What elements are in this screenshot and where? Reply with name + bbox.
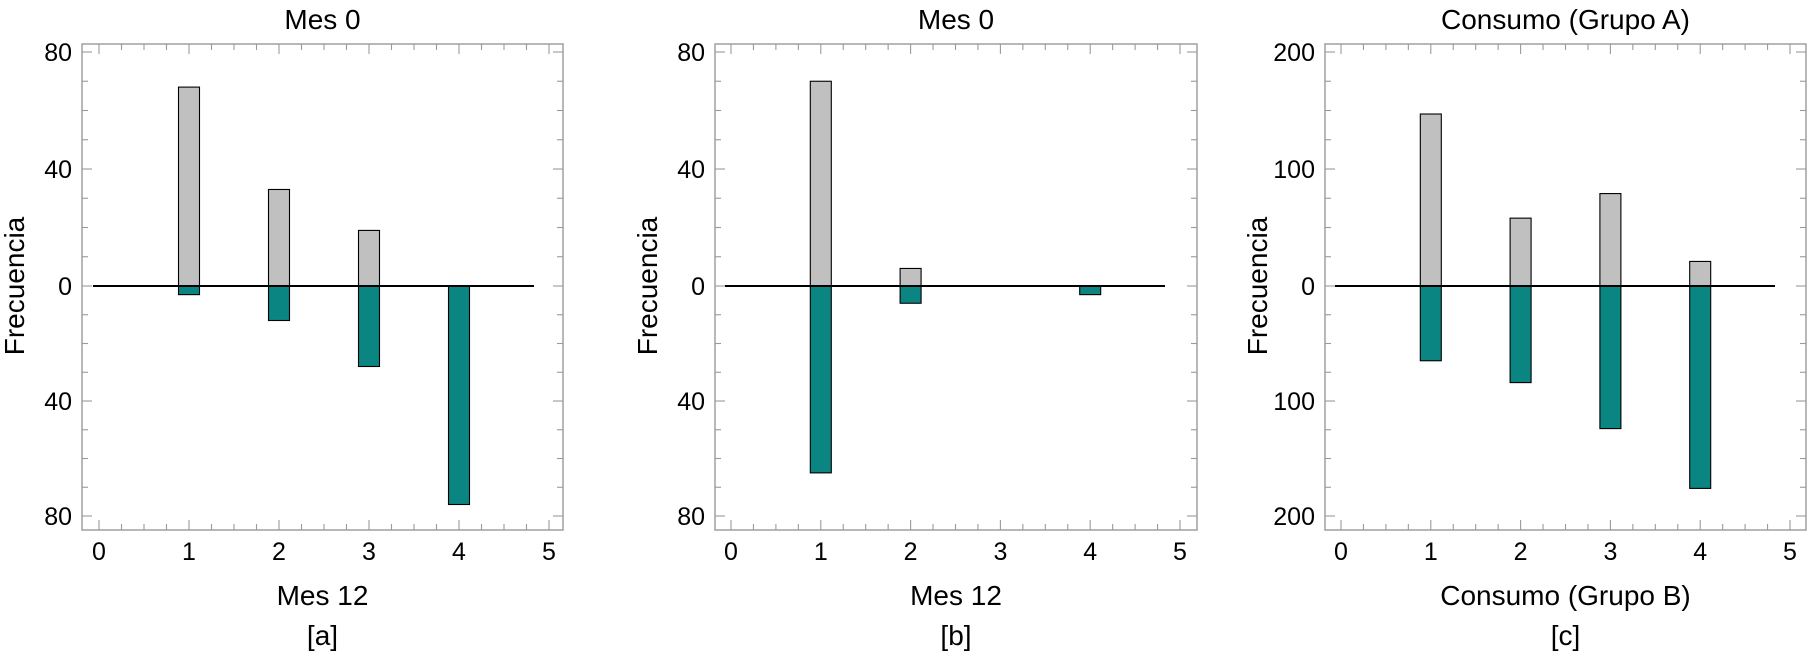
bar-bottom [177,285,201,296]
chart-title: Mes 0 [284,4,360,35]
y-axis-label: Frecuencia [1242,216,1273,355]
bar-bottom [809,285,832,474]
x-tick-label: 3 [1603,538,1617,566]
chart-panel-0: 80 40 0 40 80 0 1 2 3 4 5 Mes 0 Mes 12 [a] Frecuencia [0,4,564,651]
bar-bottom [899,285,922,304]
y-axis-label: Frecuencia [632,216,663,355]
bar-top [357,229,381,287]
chart-title: Consumo (Grupo A) [1441,4,1690,35]
x-tick-label: 2 [272,538,286,566]
chart-title: Mes 0 [918,4,994,35]
y-tick-label: 200 [1273,39,1315,67]
bar-top [267,188,291,287]
x-tick-label: 1 [1424,538,1438,566]
x-tick-label: 4 [452,538,466,566]
x-tick-label: 4 [1083,538,1097,566]
x-tick-label: 0 [1334,538,1348,566]
x-tick-label: 5 [1783,538,1797,566]
x-tick-label: 2 [1514,538,1528,566]
bar-bottom [357,285,381,368]
bar-bottom [1509,285,1532,384]
y-tick-label: 100 [1273,388,1315,416]
y-tick-label: 0 [58,273,72,301]
panel-label: [a] [307,620,338,651]
bar-bottom [1599,285,1622,430]
x-tick-label: 2 [904,538,918,566]
y-tick-label: 80 [44,39,72,67]
x-tick-label: 0 [724,538,738,566]
y-tick-label: 80 [44,503,72,531]
chart-panel-2: 200 100 0 100 200 0 1 2 3 4 5 Consumo (Grupo A) Cons… [1242,4,1807,651]
y-tick-label: 40 [677,388,705,416]
y-tick-label: 40 [44,388,72,416]
plot-frame [81,43,564,531]
bar-top [1509,217,1532,287]
x-tick-label: 3 [993,538,1007,566]
y-axis-label: Frecuencia [0,216,30,355]
y-tick-label: 200 [1273,503,1315,531]
bar-bottom [447,285,471,506]
y-tick-label: 40 [677,156,705,184]
bar-top [809,80,832,287]
x-tick-label: 0 [92,538,106,566]
x-tick-label: 3 [362,538,376,566]
x-tick-label: 5 [1173,538,1187,566]
bar-top [899,267,922,287]
y-tick-label: 40 [44,156,72,184]
y-tick-label: 80 [677,503,705,531]
y-tick-label: 80 [677,39,705,67]
x-tick-label: 5 [542,538,556,566]
y-tick-label: 0 [1301,273,1315,301]
y-tick-label: 0 [691,273,705,301]
bar-top [177,86,201,287]
panel-label: [b] [940,620,971,651]
x-axis-label: Consumo (Grupo B) [1440,580,1691,611]
x-axis-label: Mes 12 [910,580,1002,611]
x-tick-label: 1 [182,538,196,566]
x-axis-label: Mes 12 [277,580,369,611]
x-tick-label: 4 [1693,538,1707,566]
x-tick-label: 1 [814,538,828,566]
y-tick-label: 100 [1273,156,1315,184]
bar-bottom [267,285,291,322]
bar-bottom [1689,285,1712,489]
bar-bottom [1079,285,1102,296]
bar-bottom [1419,285,1442,362]
bar-top [1599,193,1622,287]
panel-label: [c] [1551,620,1581,651]
bar-top [1419,113,1442,287]
chart-panel-1: 80 40 0 40 80 0 1 2 3 4 5 Mes 0 Mes 12 [b] Frecuencia [632,4,1198,651]
bar-top [1689,260,1712,287]
